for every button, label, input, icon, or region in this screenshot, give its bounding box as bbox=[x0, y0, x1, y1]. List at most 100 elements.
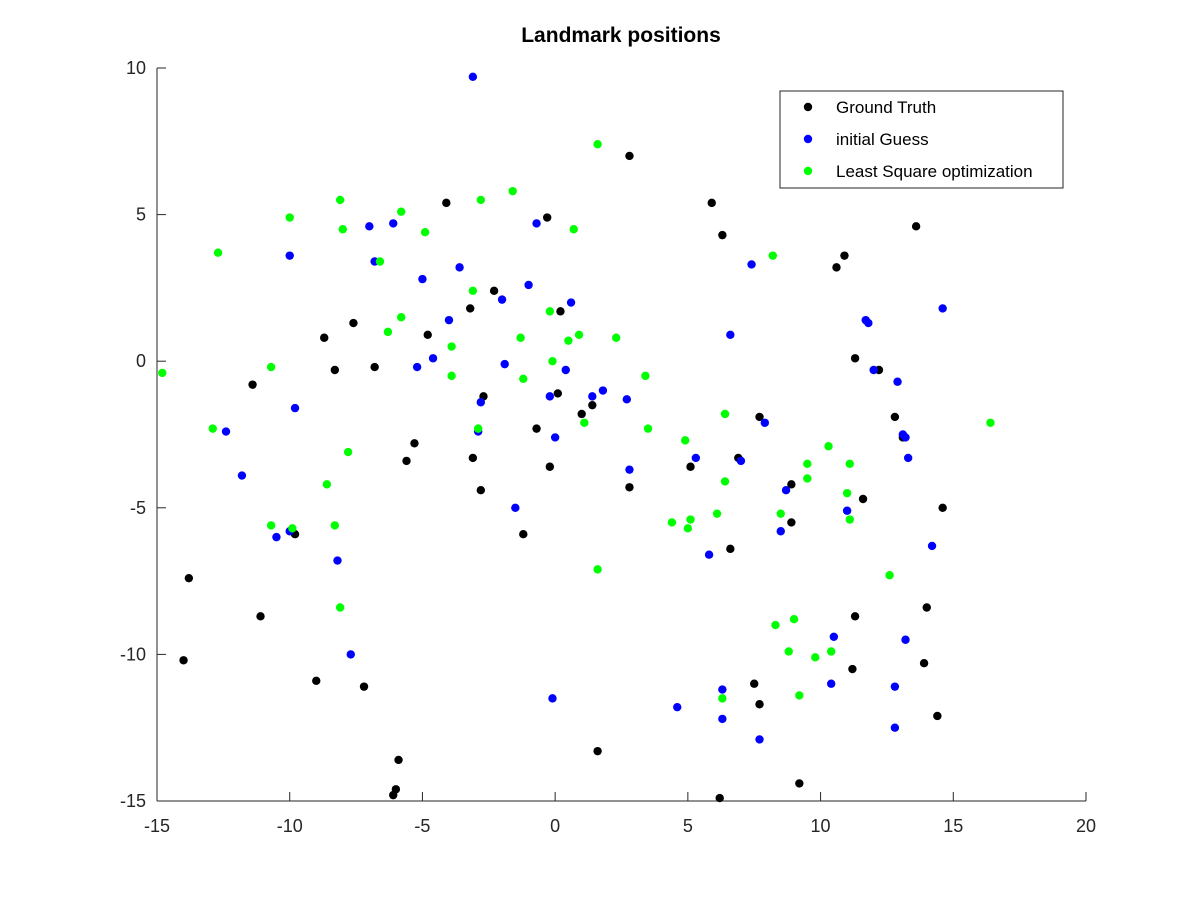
data-point bbox=[901, 635, 910, 644]
data-point bbox=[389, 790, 398, 800]
data-point bbox=[811, 653, 820, 662]
legend-marker bbox=[803, 102, 813, 112]
series-0 bbox=[179, 151, 947, 803]
legend-marker bbox=[803, 166, 813, 176]
data-point bbox=[726, 330, 735, 340]
data-point bbox=[545, 462, 555, 471]
data-point bbox=[890, 412, 900, 422]
data-point bbox=[519, 374, 528, 383]
data-point bbox=[389, 219, 398, 228]
data-point bbox=[803, 474, 812, 483]
data-point bbox=[726, 544, 735, 554]
data-point bbox=[516, 333, 525, 342]
data-point bbox=[707, 198, 716, 208]
data-point bbox=[885, 571, 894, 580]
data-point bbox=[519, 529, 528, 539]
data-point bbox=[532, 219, 541, 228]
chart-title: Landmark positions bbox=[521, 24, 721, 47]
data-point bbox=[476, 195, 486, 205]
data-point bbox=[285, 213, 294, 222]
data-point bbox=[564, 336, 573, 345]
data-point bbox=[420, 227, 430, 237]
data-point bbox=[179, 656, 188, 665]
data-point bbox=[394, 755, 403, 765]
data-point bbox=[683, 524, 693, 533]
data-point bbox=[442, 198, 451, 208]
data-point bbox=[718, 685, 727, 694]
data-point bbox=[588, 400, 597, 410]
data-point bbox=[718, 694, 727, 703]
data-point bbox=[418, 274, 427, 284]
data-point bbox=[622, 395, 632, 404]
data-point bbox=[410, 439, 419, 448]
legend-marker bbox=[803, 134, 813, 144]
data-point bbox=[667, 518, 677, 527]
x-tick-label: 10 bbox=[811, 816, 831, 836]
data-point bbox=[508, 186, 517, 196]
data-point bbox=[468, 453, 478, 463]
data-point bbox=[850, 354, 860, 363]
data-point bbox=[548, 694, 557, 703]
data-point bbox=[919, 658, 929, 668]
x-tick-label: 0 bbox=[550, 816, 560, 836]
data-point bbox=[396, 207, 406, 216]
data-point bbox=[532, 424, 541, 433]
data-point bbox=[588, 392, 597, 401]
data-point bbox=[787, 518, 796, 527]
data-point bbox=[593, 140, 602, 149]
data-point bbox=[869, 365, 878, 375]
data-point bbox=[750, 679, 759, 688]
data-point bbox=[375, 257, 385, 266]
data-point bbox=[566, 298, 576, 307]
data-point bbox=[776, 527, 785, 536]
series-2 bbox=[158, 140, 995, 703]
data-point bbox=[747, 260, 756, 269]
data-point bbox=[795, 779, 804, 788]
data-point bbox=[272, 532, 281, 542]
data-point bbox=[718, 230, 727, 240]
data-point bbox=[845, 515, 854, 524]
data-point bbox=[718, 714, 727, 724]
data-point bbox=[545, 392, 555, 401]
data-point bbox=[489, 286, 499, 296]
data-point bbox=[447, 371, 456, 381]
legend-entry: Ground Truth bbox=[836, 98, 936, 117]
data-point bbox=[476, 486, 486, 495]
legend: Ground Truth initial Guess Least Square op… bbox=[779, 90, 1064, 189]
x-tick-label: -10 bbox=[277, 816, 303, 836]
data-point bbox=[795, 691, 804, 700]
data-point bbox=[338, 225, 347, 234]
y-tick-label: -5 bbox=[130, 498, 146, 518]
data-point bbox=[625, 465, 634, 474]
data-point bbox=[625, 151, 634, 161]
x-tick-label: 20 bbox=[1076, 816, 1096, 836]
data-point bbox=[553, 389, 562, 398]
data-point bbox=[383, 327, 393, 337]
data-point bbox=[715, 793, 724, 803]
data-point bbox=[826, 679, 836, 688]
data-point bbox=[938, 503, 947, 512]
data-point bbox=[686, 462, 695, 471]
data-point bbox=[593, 746, 602, 756]
data-point bbox=[938, 304, 947, 313]
data-point bbox=[370, 362, 379, 372]
data-point bbox=[787, 480, 796, 489]
data-point bbox=[784, 647, 793, 656]
data-point bbox=[681, 436, 690, 445]
data-point bbox=[927, 541, 937, 551]
data-point bbox=[643, 424, 653, 433]
data-point bbox=[712, 509, 722, 518]
data-point bbox=[858, 494, 868, 504]
data-point bbox=[842, 488, 852, 498]
data-point bbox=[845, 459, 854, 469]
data-point bbox=[468, 286, 478, 296]
data-point bbox=[890, 682, 900, 691]
y-tick-label: -15 bbox=[120, 791, 146, 811]
data-point bbox=[288, 524, 297, 533]
data-point bbox=[412, 362, 422, 372]
data-point bbox=[803, 459, 812, 469]
y-tick-label: -10 bbox=[120, 644, 146, 664]
data-point bbox=[542, 213, 552, 222]
data-point bbox=[184, 573, 194, 583]
